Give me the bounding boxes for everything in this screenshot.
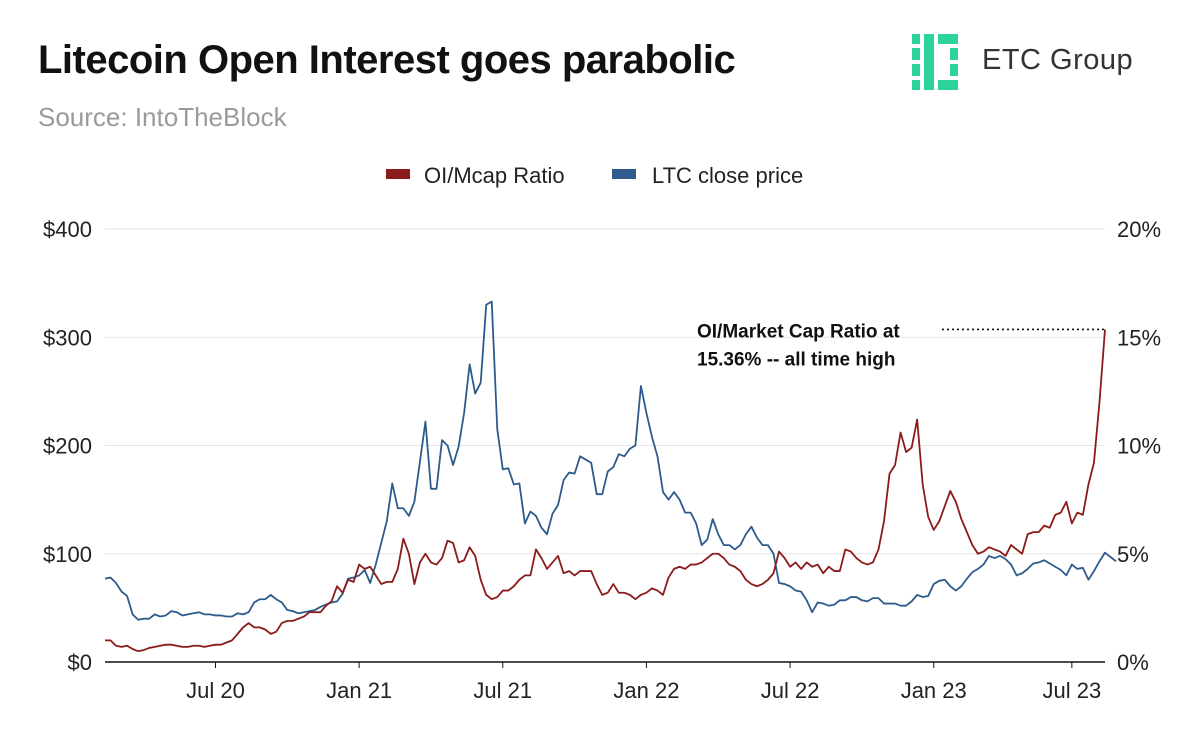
legend-swatch-ltc-close-price	[612, 169, 636, 179]
y-axis-right: 0% 5% 10% 15% 20%	[1117, 217, 1161, 675]
x-tick-label: Jan 23	[901, 678, 967, 703]
gridlines	[105, 228, 1105, 663]
series-line-ltc-close-price	[104, 300, 1117, 621]
y-left-tick-label: $0	[68, 650, 92, 675]
series-line-oi-mcap-ratio	[105, 329, 1106, 653]
legend-label-ltc-close-price: LTC close price	[652, 163, 803, 188]
etc-group-logo: ETC Group	[908, 34, 1168, 90]
y-left-tick-label: $100	[43, 542, 92, 567]
legend-label-oi-mcap-ratio: OI/Mcap Ratio	[424, 163, 565, 188]
y-right-tick-label: 0%	[1117, 650, 1149, 675]
x-tick-label: Jul 23	[1042, 678, 1101, 703]
legend-swatch-oi-mcap-ratio	[386, 169, 410, 179]
legend: OI/Mcap Ratio LTC close price	[386, 163, 803, 188]
y-right-tick-label: 5%	[1117, 542, 1149, 567]
y-left-tick-label: $300	[43, 325, 92, 350]
x-tick-label: Jul 22	[761, 678, 820, 703]
y-right-tick-label: 10%	[1117, 434, 1161, 459]
chart-source: Source: IntoTheBlock	[38, 102, 287, 132]
x-tick-label: Jul 21	[473, 678, 532, 703]
y-right-tick-label: 15%	[1117, 325, 1161, 350]
x-tick-label: Jan 22	[613, 678, 679, 703]
series-lines	[104, 300, 1117, 653]
annotation-text-line1: OI/Market Cap Ratio at	[697, 321, 900, 342]
y-left-tick-label: $400	[43, 217, 92, 242]
y-right-tick-label: 20%	[1117, 217, 1161, 242]
chart-title: Litecoin Open Interest goes parabolic	[38, 38, 736, 82]
etc-group-logo-icon	[912, 34, 958, 90]
annotation: OI/Market Cap Ratio at 15.36% -- all time…	[697, 321, 1105, 370]
annotation-text-line2: 15.36% -- all time high	[697, 349, 896, 370]
x-tick-label: Jul 20	[186, 678, 245, 703]
y-left-tick-label: $200	[43, 434, 92, 459]
y-axis-left: $0 $100 $200 $300 $400	[43, 217, 92, 675]
x-tick-label: Jan 21	[326, 678, 392, 703]
logo-text: ETC Group	[982, 44, 1134, 76]
x-axis: Jul 20 Jan 21 Jul 21 Jan 22 Jul 22 Jan 23 Jul …	[186, 662, 1101, 703]
